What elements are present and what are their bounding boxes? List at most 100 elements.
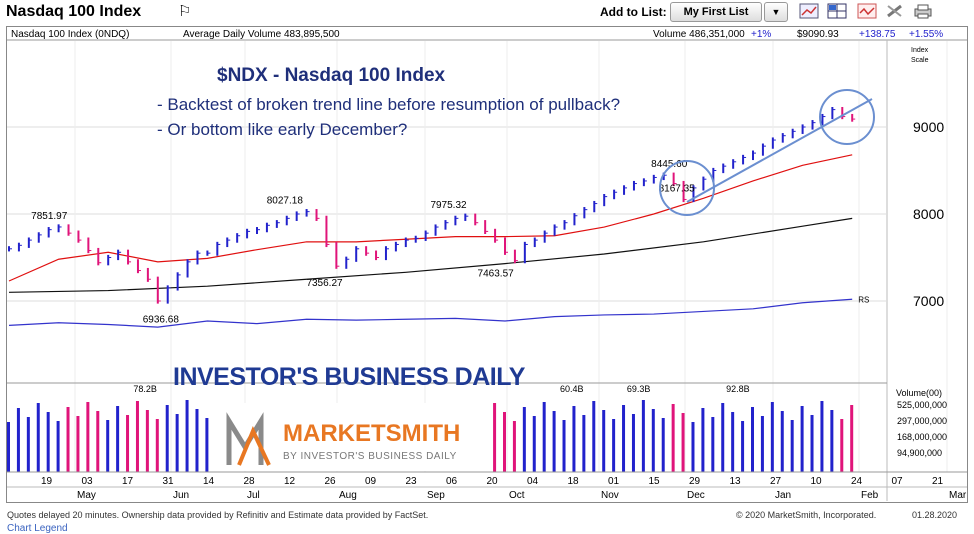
info-volume: Volume 486,351,000 <box>653 29 745 40</box>
volume-bar <box>552 411 556 472</box>
flag-icon[interactable]: ⚐ <box>178 3 192 20</box>
x-day-label: 15 <box>649 476 661 487</box>
volume-bar <box>135 401 139 472</box>
volume-bar <box>631 414 635 472</box>
axis-index-label: Index <box>911 47 929 54</box>
tools-icon[interactable] <box>884 3 906 21</box>
volume-bar <box>721 403 725 472</box>
rs-label: RS <box>858 295 869 304</box>
footer-disclaimer: Quotes delayed 20 minutes. Ownership dat… <box>7 510 429 520</box>
x-day-label: 26 <box>325 476 337 487</box>
alert-icon[interactable] <box>856 3 878 21</box>
x-month-label: Oct <box>509 490 525 501</box>
x-day-label: 21 <box>932 476 944 487</box>
volume-bar <box>840 419 844 472</box>
price-label: 7975.32 <box>430 200 467 211</box>
list-select[interactable]: My First List <box>670 2 762 22</box>
volume-bar <box>800 406 804 472</box>
volume-tick-label: 94,900,000 <box>897 448 942 458</box>
volume-bar <box>741 421 745 472</box>
volume-bar <box>155 419 159 472</box>
volume-bar <box>185 400 189 472</box>
x-day-label: 27 <box>770 476 782 487</box>
volume-bar <box>820 401 824 472</box>
volume-bar <box>592 401 596 472</box>
annotation-line-2: - Or bottom like early December? <box>157 120 407 139</box>
volume-bar <box>810 415 814 472</box>
x-day-label: 17 <box>122 476 134 487</box>
volume-label: 60.4B <box>560 384 584 394</box>
price-label: 8445.60 <box>651 159 688 170</box>
volume-bar <box>195 409 199 472</box>
info-symbol: Nasdaq 100 Index (0NDQ) <box>11 29 129 40</box>
volume-bar <box>651 409 655 472</box>
volume-bar <box>522 407 526 472</box>
volume-bar <box>641 400 645 472</box>
x-day-label: 24 <box>851 476 863 487</box>
volume-bar <box>751 407 754 472</box>
volume-bar <box>602 410 606 472</box>
volume-bar <box>116 406 120 472</box>
y-tick-label: 9000 <box>913 119 944 135</box>
volume-bar <box>36 403 40 472</box>
x-day-label: 09 <box>365 476 377 487</box>
volume-bar <box>96 411 100 472</box>
x-day-label: 31 <box>163 476 175 487</box>
rs-line <box>8 298 853 328</box>
volume-bar <box>691 422 695 472</box>
x-month-label: Jul <box>247 490 260 501</box>
x-month-label: Aug <box>339 490 357 501</box>
volume-label: 69.3B <box>627 384 651 394</box>
grid-icon[interactable] <box>826 3 848 21</box>
50-day-ma-line <box>8 154 853 282</box>
x-day-label: 23 <box>406 476 418 487</box>
x-month-label: Sep <box>427 490 445 501</box>
info-pct-change: +1.55% <box>909 29 943 40</box>
marketsmith-logo-mark <box>226 412 271 466</box>
info-avg-volume: Average Daily Volume 483,895,500 <box>183 29 340 40</box>
volume-tick-label: 297,000,000 <box>897 416 947 426</box>
info-price-change: +138.75 <box>859 29 896 40</box>
volume-bar <box>711 417 715 472</box>
volume-bar <box>126 415 130 472</box>
volume-bar <box>582 415 586 472</box>
x-day-label: 03 <box>82 476 94 487</box>
price-label: 7356.27 <box>306 278 343 289</box>
volume-bar <box>542 402 546 472</box>
volume-tick-label: 168,000,000 <box>897 432 947 442</box>
x-day-label: 19 <box>41 476 53 487</box>
volume-bar <box>56 421 60 472</box>
x-day-label: 06 <box>446 476 458 487</box>
top-bar: Nasdaq 100 Index ⚐ Add to List: My First… <box>0 0 974 26</box>
volume-bar <box>671 404 675 472</box>
print-icon[interactable] <box>912 3 934 21</box>
price-label: 7463.57 <box>478 269 515 280</box>
volume-bar <box>76 416 80 472</box>
chevron-down-icon[interactable]: ▼ <box>764 2 788 22</box>
x-day-label: 29 <box>689 476 701 487</box>
page-title: Nasdaq 100 Index <box>6 3 142 20</box>
x-month-label: Feb <box>861 490 879 501</box>
marketsmith-logo-text: MARKETSMITH <box>283 420 460 447</box>
volume-bar <box>46 412 50 472</box>
volume-bar <box>572 406 576 472</box>
x-day-label: 04 <box>527 476 539 487</box>
line-chart-icon[interactable] <box>798 3 820 21</box>
volume-bar <box>66 407 70 472</box>
volume-label: 78.2B <box>133 384 157 394</box>
price-label: 7851.97 <box>31 211 68 222</box>
volume-bar <box>612 419 616 472</box>
200-day-ma-line <box>8 217 853 293</box>
chart-legend-link[interactable]: Chart Legend <box>7 523 68 534</box>
x-day-label: 12 <box>284 476 296 487</box>
volume-bar <box>850 405 854 472</box>
price-label: 8167.35 <box>659 183 696 194</box>
volume-bar <box>780 411 784 472</box>
x-day-label: 13 <box>730 476 742 487</box>
price-chart: Nasdaq 100 Index (0NDQ) Average Daily Vo… <box>7 29 974 501</box>
info-price: $9090.93 <box>797 29 839 40</box>
volume-bar <box>731 412 735 472</box>
trend-line <box>686 98 873 203</box>
x-day-label: 14 <box>203 476 215 487</box>
info-volume-change: +1% <box>751 29 771 40</box>
